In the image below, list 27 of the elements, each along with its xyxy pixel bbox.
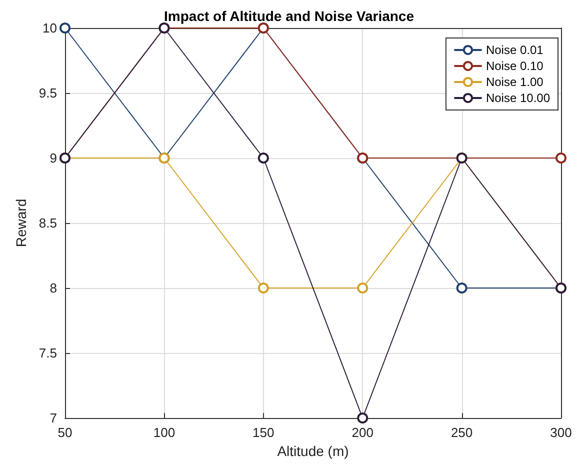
x-tick-label: 100 <box>153 425 176 440</box>
legend-label: Noise 10.00 <box>486 91 550 105</box>
y-tick-label: 7.5 <box>38 346 57 360</box>
point <box>357 282 368 294</box>
point <box>60 22 70 34</box>
y-axis-title: Reward <box>13 198 30 248</box>
point <box>258 282 269 294</box>
y-tick-label: 8 <box>50 280 57 296</box>
x-tick-label: 200 <box>352 425 374 440</box>
legend-label: Noise 0.10 <box>486 59 544 73</box>
legend-label: Noise 0.01 <box>486 43 544 57</box>
point <box>456 282 468 294</box>
y-tick-label: 10 <box>42 20 57 36</box>
x-axis-title: Altitude (m) <box>277 442 349 459</box>
x-tick-label: 150 <box>252 425 274 440</box>
y-tick-label: 8.5 <box>38 216 57 230</box>
y-tick-label: 7 <box>50 410 57 426</box>
y-tick-label: 9.5 <box>38 86 57 100</box>
point <box>258 152 269 164</box>
chart-title: Impact of Altitude and Noise Variance <box>164 8 414 24</box>
y-tick-label: 9 <box>50 150 57 166</box>
x-tick-label: 50 <box>58 425 72 440</box>
point <box>556 152 566 164</box>
legend-label: Noise 1.00 <box>486 75 544 89</box>
x-tick-label: 250 <box>450 425 473 440</box>
point <box>357 412 368 424</box>
x-tick-label: 300 <box>550 425 572 440</box>
